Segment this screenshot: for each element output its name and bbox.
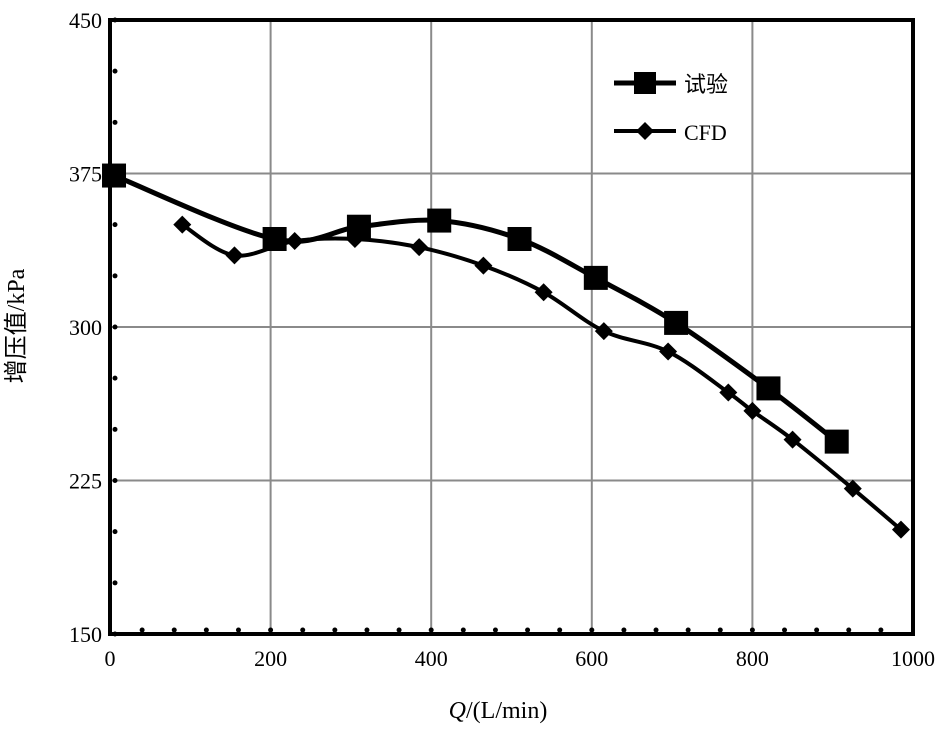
x-minor-tick xyxy=(557,627,563,633)
y-tick-label: 225 xyxy=(69,469,102,494)
y-tick-label: 450 xyxy=(69,8,102,33)
y-axis-label: 增压值/kPa xyxy=(3,268,30,383)
legend-label-cfd: CFD xyxy=(684,120,727,145)
x-minor-tick xyxy=(846,627,852,633)
x-minor-tick xyxy=(782,627,788,633)
x-minor-tick xyxy=(589,627,595,633)
data-point-diamond xyxy=(225,246,244,265)
series-layer xyxy=(102,163,910,539)
series-cfd xyxy=(173,215,910,539)
y-minor-tick xyxy=(112,375,118,381)
x-minor-tick xyxy=(268,627,274,633)
x-axis-unit: /(L/min) xyxy=(466,698,547,724)
x-minor-tick xyxy=(203,627,209,633)
data-point-square xyxy=(427,208,452,233)
x-tick-label: 200 xyxy=(254,646,287,671)
data-point-diamond xyxy=(843,479,862,498)
series-line xyxy=(181,222,903,532)
data-point-square xyxy=(756,376,781,401)
x-minor-tick xyxy=(332,627,338,633)
x-tick-label: 400 xyxy=(415,646,448,671)
x-minor-tick xyxy=(139,627,145,633)
x-tick-label: 1000 xyxy=(891,646,935,671)
data-point-diamond xyxy=(474,256,493,275)
series-test xyxy=(102,163,849,454)
series-line xyxy=(113,173,839,444)
x-minor-tick xyxy=(878,627,884,633)
data-point-diamond xyxy=(743,401,762,420)
data-point-square xyxy=(824,429,849,454)
x-minor-tick xyxy=(525,627,531,633)
x-minor-tick xyxy=(749,627,755,633)
y-minor-tick xyxy=(112,273,118,279)
x-tick-label: 800 xyxy=(736,646,769,671)
data-point-diamond xyxy=(345,229,364,248)
data-point-diamond xyxy=(659,342,678,361)
x-minor-tick xyxy=(364,627,370,633)
x-tick-labels: 0 200 400 600 800 1000 xyxy=(105,646,936,671)
legend-item-cfd: CFD xyxy=(614,120,727,145)
x-minor-tick xyxy=(685,627,691,633)
grid xyxy=(109,19,914,635)
y-tick-label: 150 xyxy=(69,622,102,647)
y-minor-tick xyxy=(112,426,118,432)
y-minor-tick xyxy=(112,324,118,330)
y-tick-label: 375 xyxy=(69,162,102,187)
y-minor-tick xyxy=(112,68,118,74)
data-point-diamond xyxy=(783,430,802,449)
x-minor-tick xyxy=(621,627,627,633)
legend-label-test: 试验 xyxy=(684,72,728,97)
x-minor-tick xyxy=(717,627,723,633)
legend: 试验 CFD xyxy=(614,72,728,145)
y-tick-label: 300 xyxy=(69,315,102,340)
data-point-diamond xyxy=(891,520,910,539)
data-point-diamond xyxy=(719,383,738,402)
data-point-diamond xyxy=(594,322,613,341)
x-axis-variable: Q xyxy=(449,698,466,724)
data-point-square xyxy=(507,226,532,251)
y-minor-tick xyxy=(112,119,118,125)
data-point-square xyxy=(583,265,608,290)
x-axis-label: Q/(L/min) xyxy=(449,698,548,724)
x-minor-tick xyxy=(460,627,466,633)
plot-frame xyxy=(108,18,915,636)
data-point-diamond xyxy=(410,238,429,257)
legend-item-test: 试验 xyxy=(614,72,728,97)
x-minor-tick xyxy=(653,627,659,633)
y-minor-tick xyxy=(112,222,118,228)
data-point-square xyxy=(102,163,127,188)
y-minor-tick xyxy=(112,580,118,586)
x-minor-tick xyxy=(396,627,402,633)
x-minor-tick xyxy=(814,627,820,633)
x-minor-tick xyxy=(492,627,498,633)
x-minor-tick xyxy=(235,627,241,633)
x-minor-tick xyxy=(171,627,177,633)
data-point-diamond xyxy=(173,215,192,234)
y-tick-labels: 150 225 300 375 450 xyxy=(69,8,102,647)
y-minor-tick xyxy=(112,478,118,483)
data-point-diamond xyxy=(534,283,553,302)
x-tick-label: 600 xyxy=(575,646,608,671)
data-point-square xyxy=(664,310,689,335)
data-point-diamond xyxy=(285,232,304,251)
x-minor-tick xyxy=(300,627,306,633)
x-minor-tick xyxy=(428,627,434,633)
x-tick-label: 0 xyxy=(105,646,116,671)
y-minor-tick xyxy=(112,529,118,535)
